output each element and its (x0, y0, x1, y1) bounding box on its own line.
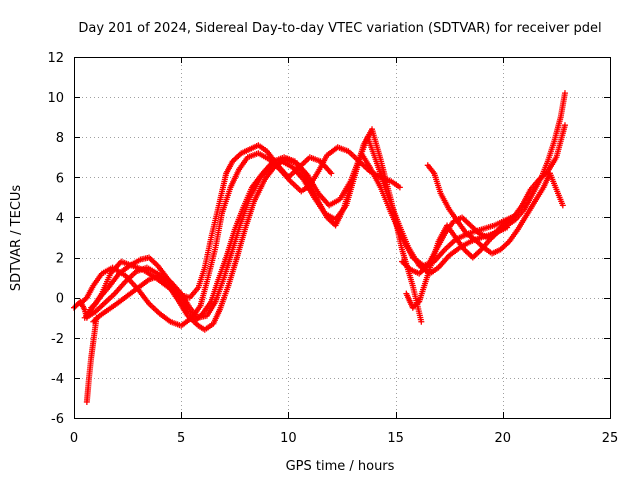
data-points (71, 90, 568, 405)
series-track-6 (83, 314, 100, 405)
x-tick-label: 15 (387, 431, 404, 446)
data-point (396, 184, 403, 191)
x-tick-label: 0 (70, 431, 78, 446)
data-point (418, 318, 425, 325)
y-tick-label: 6 (56, 171, 64, 186)
x-tick-labels: 0 5 10 15 20 25 (70, 431, 618, 446)
y-tick-labels: -6 -4 -2 0 2 4 6 8 10 12 (47, 51, 64, 427)
y-tick-label: -4 (51, 372, 64, 387)
y-tick-label: 10 (47, 91, 64, 106)
series-track-2 (77, 144, 403, 329)
y-tick-label: -2 (51, 332, 64, 347)
chart-title: Day 201 of 2024, Sidereal Day-to-day VTE… (78, 21, 601, 36)
y-tick-label: 0 (56, 292, 64, 307)
axis-ticks (74, 57, 611, 419)
data-point (559, 202, 566, 209)
y-axis-label: SDTVAR / TECUs (9, 185, 24, 292)
series-track-7 (403, 90, 568, 311)
grid (74, 57, 610, 418)
plot-frame (74, 57, 611, 419)
x-tick-label: 5 (177, 431, 185, 446)
y-tick-label: 2 (56, 252, 64, 267)
data-point (93, 314, 100, 321)
x-axis-label: GPS time / hours (286, 459, 395, 474)
y-tick-label: 12 (47, 51, 64, 66)
x-tick-label: 10 (280, 431, 297, 446)
y-tick-label: -6 (51, 412, 64, 427)
y-tick-label: 4 (56, 211, 64, 226)
x-tick-label: 20 (495, 431, 512, 446)
data-point (561, 90, 568, 97)
y-tick-label: 8 (56, 131, 64, 146)
series-track-5 (90, 126, 425, 325)
data-point (328, 170, 335, 177)
data-point (561, 122, 568, 129)
x-tick-label: 25 (602, 431, 619, 446)
data-point (414, 299, 421, 306)
series-track-9 (399, 122, 568, 277)
